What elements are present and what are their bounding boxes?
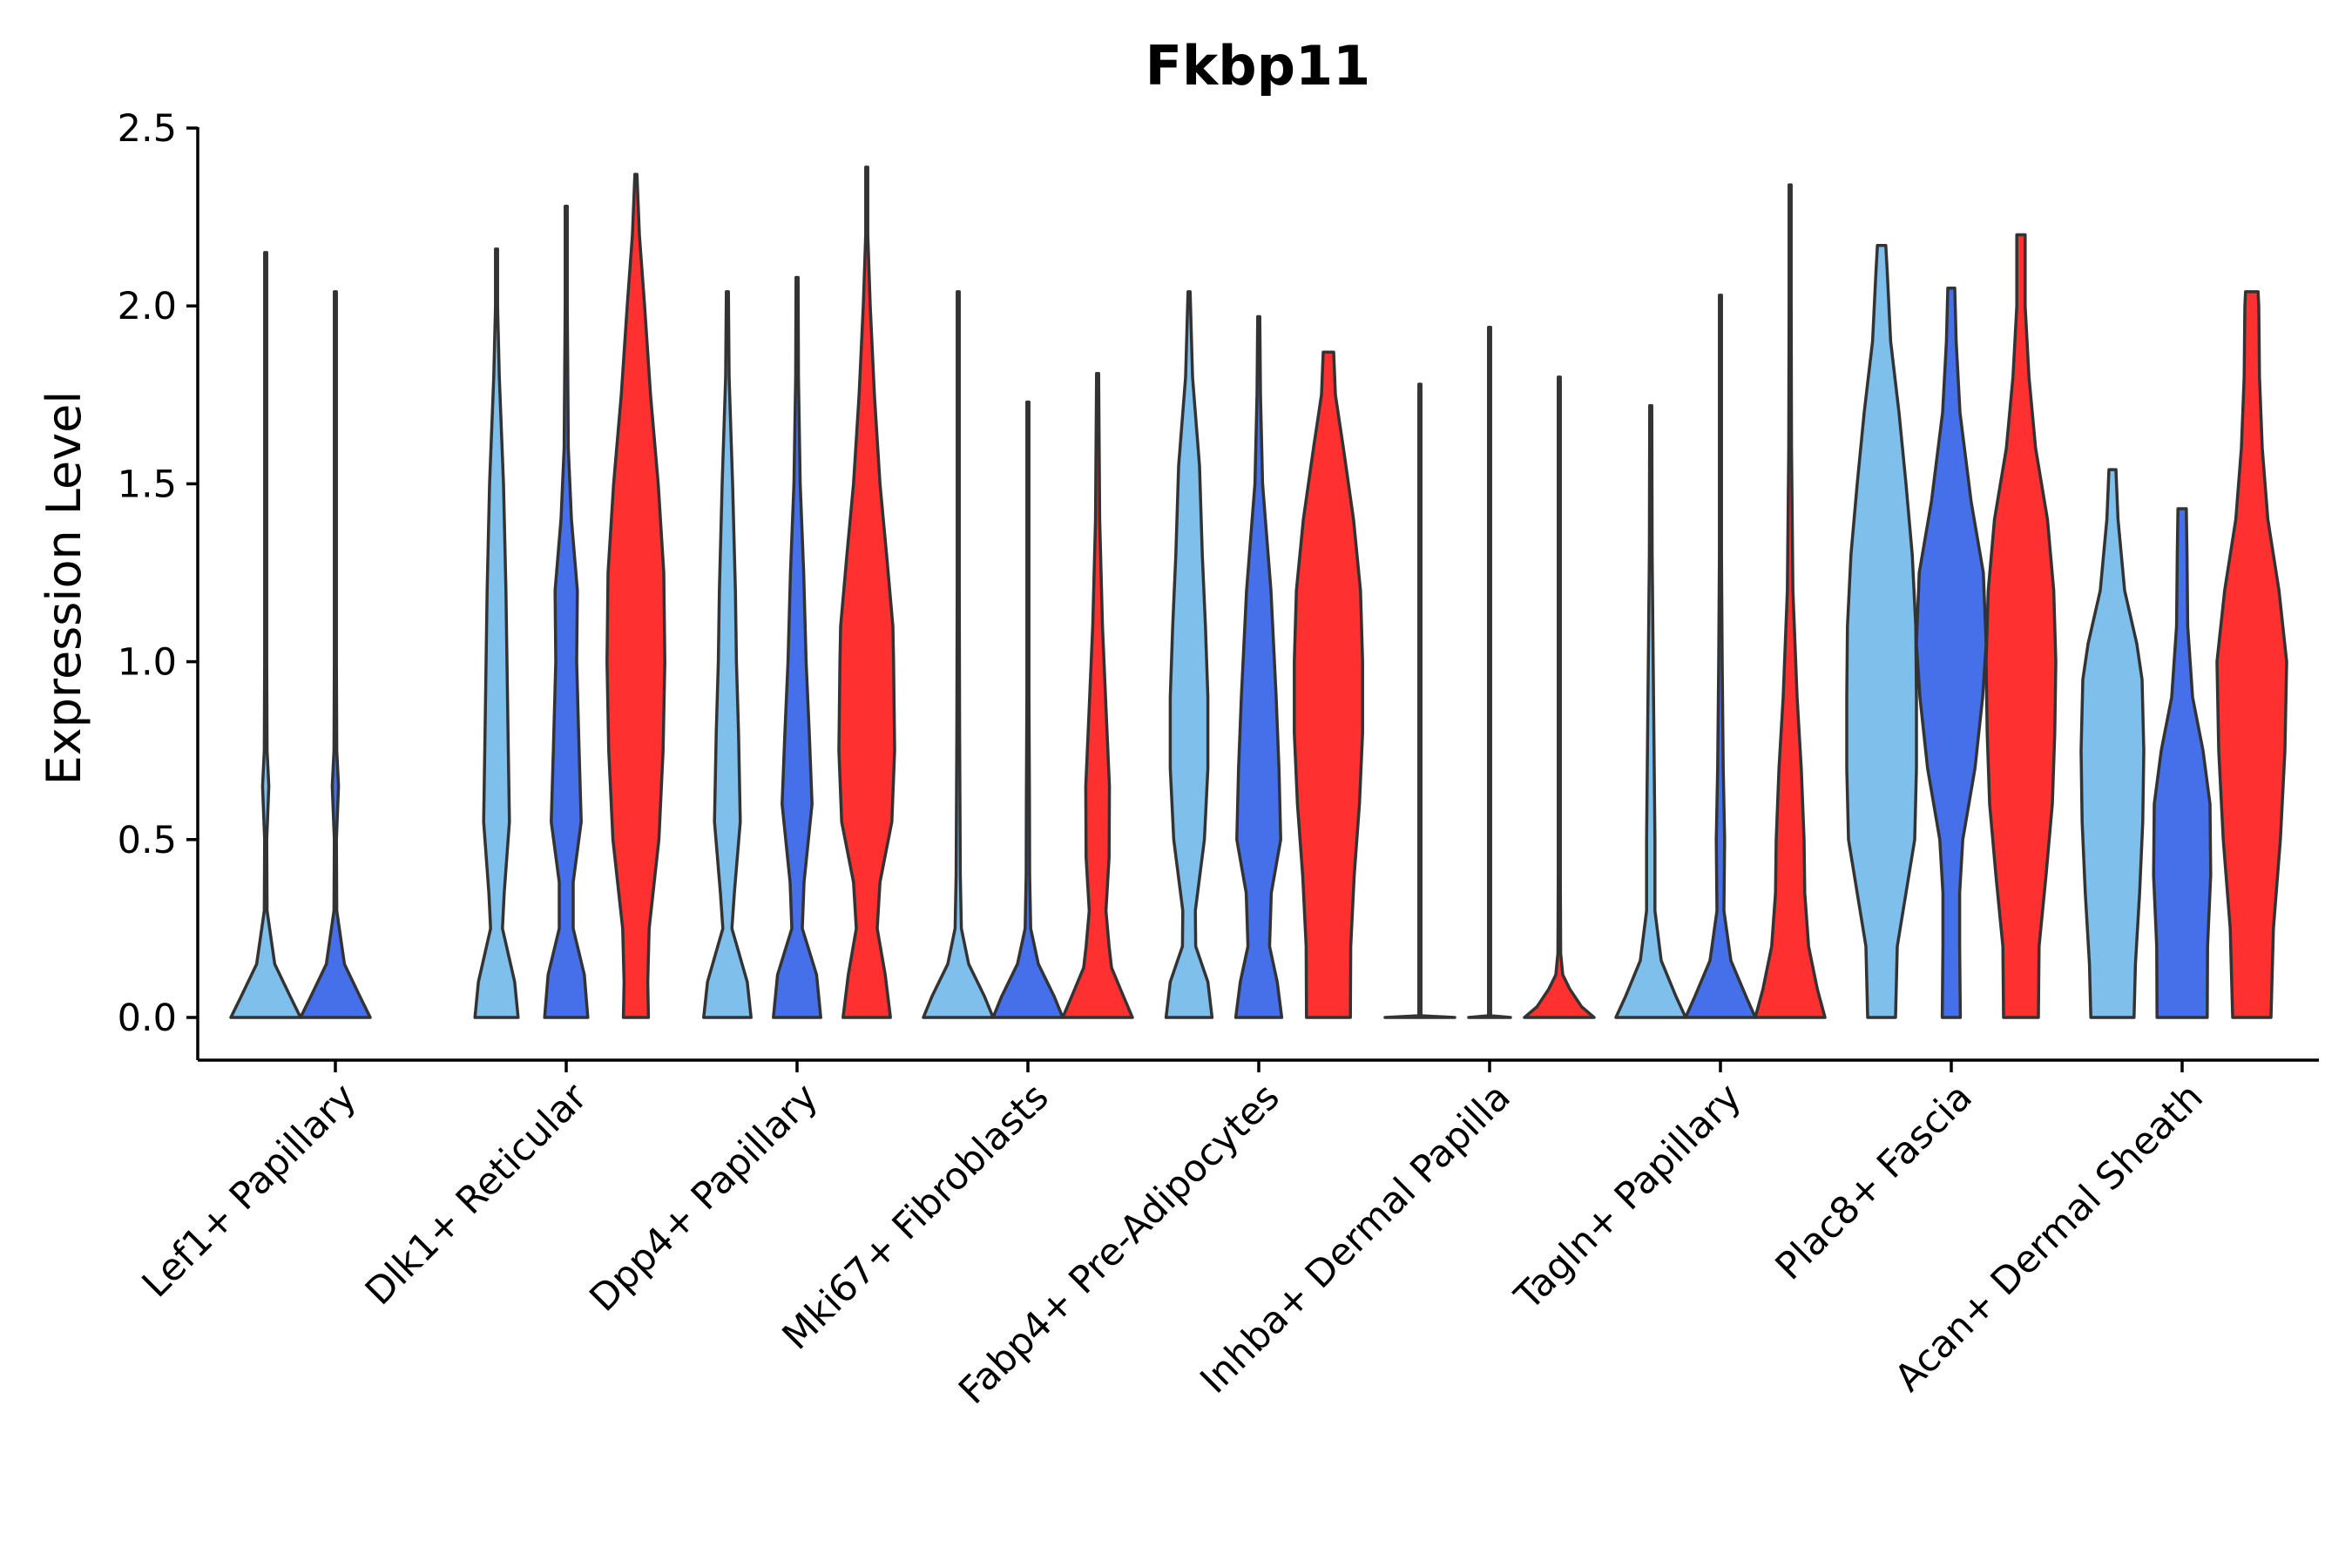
violin-1-1 — [543, 205, 590, 1019]
y-tick-label: 1.5 — [118, 463, 177, 506]
y-tick-label: 1.0 — [118, 641, 177, 685]
violin-8-0 — [2079, 468, 2146, 1019]
chart-title: Fkbp11 — [1146, 34, 1371, 98]
violin-5-0 — [1383, 382, 1456, 1019]
violin-8-2 — [2215, 290, 2288, 1019]
violin-7-1 — [1915, 287, 1988, 1019]
violin-1-2 — [605, 172, 666, 1019]
violin-5-1 — [1467, 325, 1512, 1019]
violin-8-1 — [2152, 507, 2213, 1019]
violin-2-0 — [702, 290, 753, 1019]
violin-3-2 — [1061, 372, 1134, 1019]
x-tick-label: Lef1+ Papillary — [134, 1075, 365, 1306]
violin-0-1 — [299, 290, 372, 1019]
violin-3-0 — [922, 290, 995, 1019]
violin-2-1 — [772, 275, 822, 1019]
violin-0-0 — [229, 251, 302, 1019]
y-axis-label: Expression Level — [37, 391, 91, 786]
x-tick-label: Dpp4+ Papillary — [582, 1075, 827, 1320]
violin-6-1 — [1684, 294, 1757, 1019]
x-tick-label: Dlk1+ Reticular — [357, 1075, 596, 1314]
violin-group — [229, 166, 2288, 1019]
violin-4-2 — [1293, 350, 1364, 1019]
y-tick-label: 2.5 — [118, 107, 177, 151]
y-tick-label: 2.0 — [118, 285, 177, 328]
violin-3-1 — [991, 400, 1064, 1019]
violin-4-0 — [1164, 290, 1214, 1019]
y-tick-label: 0.5 — [118, 819, 177, 862]
violin-6-0 — [1614, 403, 1687, 1019]
violin-2-2 — [837, 166, 896, 1019]
x-tick-label: Plac8+ Fascia — [1767, 1075, 1981, 1288]
x-tick-label: Mki67+ Fibroblasts — [774, 1075, 1058, 1358]
violin-5-2 — [1523, 375, 1596, 1019]
violin-7-0 — [1845, 244, 1918, 1019]
violin-6-2 — [1754, 183, 1827, 1019]
violin-1-0 — [473, 247, 520, 1019]
y-tick-label: 0.0 — [118, 997, 177, 1040]
x-tick-label: Tagln+ Papillary — [1506, 1075, 1750, 1319]
violin-4-1 — [1233, 314, 1284, 1019]
y-ticks: 0.0 0.5 1.0 1.5 2.0 2.5 — [118, 107, 198, 1040]
violin-7-2 — [1984, 233, 2058, 1019]
